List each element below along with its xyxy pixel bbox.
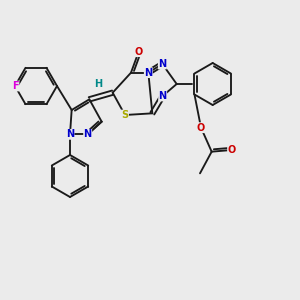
Text: O: O [227,145,236,155]
Text: F: F [12,81,19,91]
Text: O: O [197,123,205,133]
Text: N: N [158,59,166,69]
Text: N: N [66,129,74,139]
Text: S: S [122,110,129,120]
Text: H: H [94,79,102,89]
Text: N: N [144,68,152,78]
Text: O: O [134,47,143,57]
Text: N: N [84,129,92,139]
Text: N: N [159,91,167,101]
